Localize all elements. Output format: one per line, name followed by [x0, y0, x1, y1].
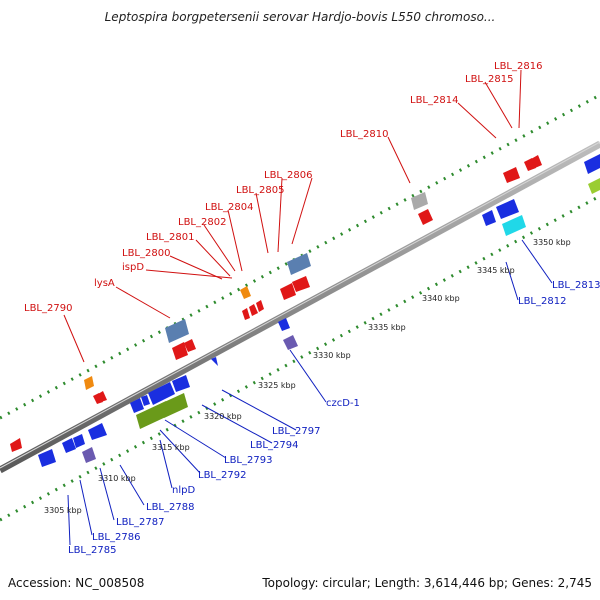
gene-label[interactable]: lysA — [94, 278, 115, 289]
feature-repeat[interactable] — [165, 319, 189, 343]
feature-rna[interactable] — [160, 393, 188, 418]
tick-label: 3310 kbp — [98, 474, 136, 483]
feature-reverse[interactable] — [292, 276, 310, 292]
gene-label[interactable]: LBL_2797 — [272, 426, 320, 437]
upper-dotted-track — [0, 93, 600, 420]
gene-label[interactable]: LBL_2816 — [494, 61, 542, 72]
tick-label: 3345 kbp — [477, 266, 515, 275]
tick-label: 3305 kbp — [44, 506, 82, 515]
feature-reverse[interactable] — [10, 438, 22, 452]
gene-label[interactable]: LBL_2792 — [198, 470, 246, 481]
upper-features — [10, 155, 542, 452]
gene-label[interactable]: LBL_2790 — [24, 303, 72, 314]
gene-label[interactable]: LBL_2800 — [122, 248, 170, 259]
gene-label[interactable]: LBL_2785 — [68, 545, 116, 556]
feature-pseudo[interactable] — [411, 192, 428, 210]
gene-label[interactable]: LBL_2812 — [518, 296, 566, 307]
gene-label[interactable]: LBL_2786 — [92, 532, 140, 543]
gene-label[interactable]: LBL_2813 — [552, 280, 600, 291]
feature-misc[interactable] — [82, 447, 96, 463]
lower-features — [38, 154, 600, 467]
feature-forward[interactable] — [130, 398, 144, 413]
gene-label[interactable]: LBL_2788 — [146, 502, 194, 513]
upper-leader-lines — [63, 69, 522, 363]
gene-label[interactable]: LBL_2794 — [250, 440, 298, 451]
feature-forward[interactable] — [62, 438, 76, 453]
feature-forward[interactable] — [73, 434, 85, 448]
gene-label[interactable]: LBL_2814 — [410, 95, 458, 106]
upper-gene-labels: LBL_2790 lysA ispD LBL_2800 LBL_2801 LBL… — [24, 61, 542, 314]
feature-reverse[interactable] — [531, 155, 542, 168]
tick-label: 3325 kbp — [258, 381, 296, 390]
gene-label[interactable]: LBL_2805 — [236, 185, 284, 196]
feature-forward[interactable] — [496, 199, 519, 219]
feature-forward[interactable] — [172, 375, 190, 392]
gene-label[interactable]: LBL_2810 — [340, 129, 388, 140]
feature-reverse[interactable] — [98, 391, 107, 402]
accession-text: Accession: NC_008508 — [8, 576, 145, 590]
feature-forward[interactable] — [278, 318, 290, 331]
feature-reverse[interactable] — [418, 209, 433, 225]
feature-misc[interactable] — [283, 335, 298, 350]
feature-forward[interactable] — [584, 154, 600, 174]
feature-rna[interactable] — [588, 178, 600, 194]
tick-label: 3340 kbp — [422, 294, 460, 303]
feature-forward[interactable] — [148, 382, 175, 405]
feature-reverse[interactable] — [242, 308, 250, 320]
feature-other[interactable] — [84, 376, 94, 390]
gene-label[interactable]: LBL_2804 — [205, 202, 253, 213]
tick-label: 3320 kbp — [204, 412, 242, 421]
tick-label: 3315 kbp — [152, 443, 190, 452]
feature-reverse[interactable] — [249, 304, 258, 316]
feature-forward[interactable] — [141, 395, 150, 406]
gene-label[interactable]: LBL_2802 — [178, 217, 226, 228]
gene-label[interactable]: LBL_2801 — [146, 232, 194, 243]
tick-label: 3350 kbp — [533, 238, 571, 247]
feature-repeat[interactable] — [287, 253, 311, 275]
gene-label[interactable]: LBL_2806 — [264, 170, 312, 181]
feature-reverse[interactable] — [280, 283, 296, 300]
feature-reverse[interactable] — [184, 339, 196, 352]
gene-label[interactable]: nlpD — [172, 485, 195, 496]
tick-label: 3330 kbp — [313, 351, 351, 360]
gene-label[interactable]: LBL_2815 — [465, 74, 513, 85]
tick-label: 3335 kbp — [368, 323, 406, 332]
feature-reverse[interactable] — [93, 393, 103, 404]
feature-other[interactable] — [240, 286, 251, 299]
lower-leader-lines — [67, 239, 553, 546]
feature-reverse[interactable] — [503, 167, 520, 183]
lower-gene-labels: LBL_2785 LBL_2786 LBL_2787 LBL_2788 nlpD… — [68, 280, 600, 556]
feature-forward[interactable] — [88, 423, 107, 440]
gene-label[interactable]: LBL_2787 — [116, 517, 164, 528]
scale-ticks: 3305 kbp 3310 kbp 3315 kbp 3320 kbp 3325… — [44, 238, 571, 515]
feature-forward[interactable] — [482, 210, 496, 226]
feature-misc[interactable] — [502, 215, 526, 236]
map-title: Leptospira borgpetersenii serovar Hardjo… — [104, 10, 496, 24]
gene-label[interactable]: czcD-1 — [326, 398, 360, 409]
feature-reverse[interactable] — [256, 300, 264, 312]
feature-reverse[interactable] — [172, 342, 188, 360]
gene-label[interactable]: ispD — [122, 262, 144, 273]
feature-forward[interactable] — [211, 357, 218, 366]
lower-dotted-track — [0, 194, 600, 522]
genome-summary-text: Topology: circular; Length: 3,614,446 bp… — [262, 576, 592, 590]
backbone — [0, 140, 600, 474]
gene-label[interactable]: LBL_2793 — [224, 455, 272, 466]
feature-forward[interactable] — [38, 449, 56, 467]
